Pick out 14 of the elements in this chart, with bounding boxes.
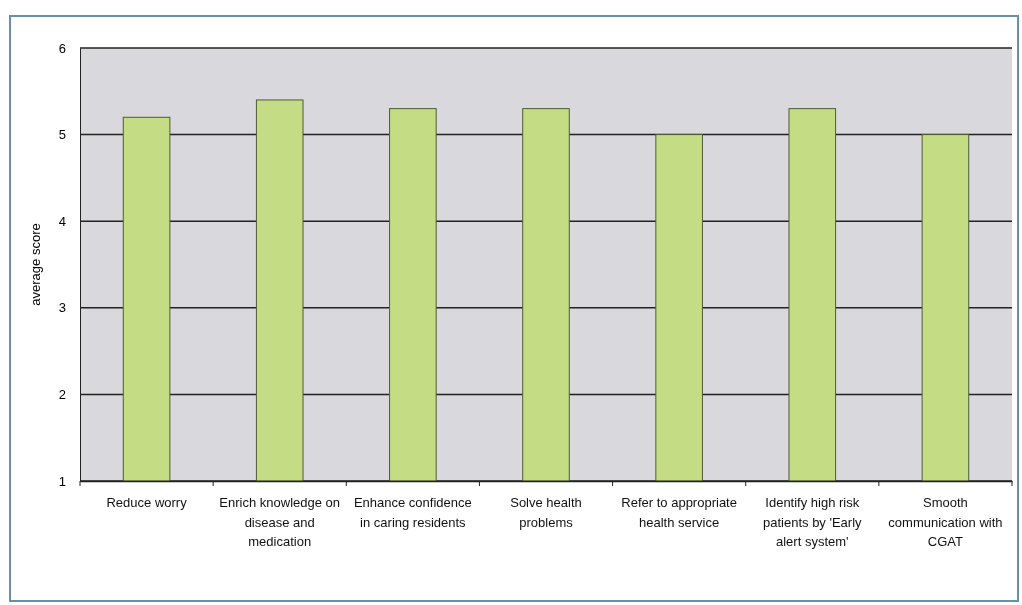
x-tick-label: Solve health problems — [510, 495, 582, 530]
x-tick-label: Reduce worry — [106, 495, 188, 510]
y-tick-label: 5 — [58, 127, 66, 143]
y-axis-title: average score — [28, 223, 43, 306]
y-tick-label: 3 — [58, 300, 66, 316]
y-tick-label: 1 — [58, 473, 66, 489]
y-tick-label: 4 — [58, 213, 66, 229]
x-tick-label: Enhance confidence in caring residents — [353, 495, 472, 530]
y-tick-label: 2 — [58, 387, 66, 403]
x-tick-label: Refer to appropriate health service — [621, 495, 737, 530]
x-tick-label: Enrich knowledge on disease and medication — [219, 495, 341, 549]
x-tick-label: Smooth communication with CGAT — [888, 495, 1003, 549]
y-tick-label: 6 — [58, 40, 66, 56]
x-tick-label: Identify high risk patients by 'Early alert system' — [762, 495, 863, 549]
